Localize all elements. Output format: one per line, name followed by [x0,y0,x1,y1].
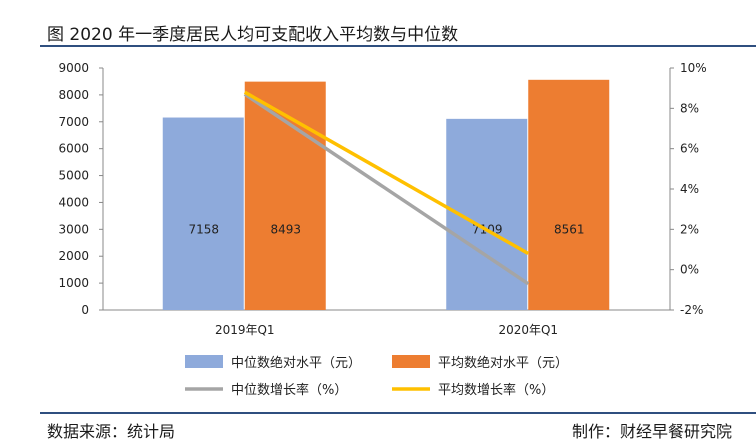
x-tick-label: 2020年Q1 [498,323,558,337]
legend-swatch [185,355,223,368]
bar [528,79,610,310]
y2-tick-label: -2% [680,303,703,317]
y2-tick-label: 6% [680,142,699,156]
legend-item: 中位数绝对水平（元） [185,355,361,371]
y-tick-label: 9000 [58,61,89,75]
bar-data-label: 8493 [270,222,301,236]
bar-data-label: 8561 [554,222,585,236]
legend-swatch [392,355,430,368]
title-rule [40,45,756,47]
y-tick-label: 7000 [58,115,89,129]
y2-tick-label: 2% [680,222,699,236]
series-line [243,90,530,256]
y2-tick-label: 4% [680,182,699,196]
legend-label: 平均数绝对水平（元） [438,355,568,371]
chart: 0 1000 2000 3000 4000 5000 6000 7000 8000 9000 -2… [58,61,707,398]
legend-item: 平均数绝对水平（元） [392,355,568,371]
legend-label: 平均数增长率（%） [438,382,554,398]
y2-tick-label: 8% [680,101,699,115]
legend: 中位数绝对水平（元） 平均数绝对水平（元） 中位数增长率（%） 平均数增长率（%） [185,355,568,398]
y2-tick-label: 10% [680,61,707,75]
y-tick-label: 0 [81,303,89,317]
legend-item: 平均数增长率（%） [392,382,554,398]
bar [162,117,244,311]
x-axis-ticks: 2019年Q1 2020年Q1 [215,323,558,337]
author-note: 制作：财经早餐研究院 [571,422,732,441]
y-axis-ticks: 0 1000 2000 3000 4000 5000 6000 7000 8000 9000 [58,61,103,317]
y2-tick-label: 0% [680,263,699,277]
x-tick-label: 2019年Q1 [215,323,275,337]
y-tick-label: 2000 [58,249,89,263]
legend-label: 中位数增长率（%） [231,382,347,398]
y-tick-label: 1000 [58,276,89,290]
y-tick-label: 5000 [58,169,89,183]
legend-label: 中位数绝对水平（元） [231,355,361,371]
y2-axis-ticks: -2% 0% 2% 4% 6% 8% 10% [670,61,707,317]
y-tick-label: 8000 [58,88,89,102]
legend-item: 中位数增长率（%） [185,382,347,398]
bar-data-label: 7158 [188,222,219,236]
line-series [243,90,530,286]
y-tick-label: 3000 [58,222,89,236]
series-line [243,92,530,286]
figure-title: 图 2020 年一季度居民人均可支配收入平均数与中位数 [47,25,459,45]
footer-rule [40,412,756,414]
y-tick-label: 4000 [58,195,89,209]
source-note: 数据来源：统计局 [47,422,176,441]
y-tick-label: 6000 [58,142,89,156]
